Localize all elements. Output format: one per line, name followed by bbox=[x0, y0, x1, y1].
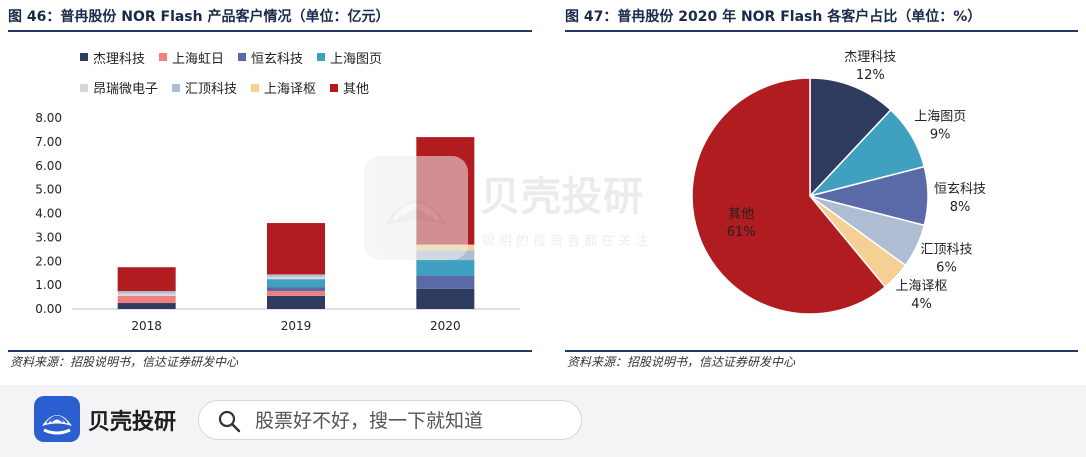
y-tick-label: 5.00 bbox=[35, 183, 62, 197]
bar-chart-title: 图 46：普冉股份 NOR Flash 产品客户情况（单位：亿元） bbox=[8, 9, 390, 25]
pie-slice bbox=[691, 77, 887, 315]
legend-item: 昂瑞微电子 bbox=[80, 79, 159, 97]
bar-segment bbox=[416, 275, 475, 289]
legend-label: 上海虹日 bbox=[172, 51, 225, 67]
bar-segment bbox=[117, 291, 176, 294]
title-divider bbox=[8, 30, 532, 32]
legend-label: 上海译枢 bbox=[264, 82, 317, 97]
bar-segment bbox=[416, 250, 475, 261]
legend-swatch bbox=[159, 53, 168, 61]
x-tick-label: 2019 bbox=[281, 319, 312, 333]
search-input[interactable] bbox=[253, 407, 567, 435]
legend-label: 其他 bbox=[343, 82, 370, 97]
y-tick-label: 2.00 bbox=[35, 254, 62, 268]
bar-segment bbox=[267, 287, 325, 292]
source-divider bbox=[8, 350, 532, 352]
pie-slice-percent: 12% bbox=[856, 68, 885, 83]
pie-slice-percent: 8% bbox=[950, 200, 971, 215]
bar-segment bbox=[267, 276, 325, 280]
bar-segment bbox=[117, 267, 176, 292]
bar-segment bbox=[117, 303, 176, 309]
pie-slice bbox=[809, 77, 892, 198]
x-tick-label: 2020 bbox=[430, 319, 461, 333]
legend-swatch bbox=[80, 83, 88, 92]
legend-label: 昂瑞微电子 bbox=[93, 82, 159, 97]
bar-segment bbox=[416, 137, 475, 245]
legend-swatch bbox=[317, 53, 326, 61]
pie-slice-name: 杰理科技 bbox=[844, 50, 896, 65]
pie-chart: 杰理科技 12% 上海图页 9% 恒玄科技 8% 汇顶科技 6% 上海译枢 4% 其他 61% bbox=[691, 50, 986, 315]
title-divider bbox=[565, 30, 1078, 32]
legend-swatch bbox=[172, 83, 181, 92]
pie-chart-source: 资料来源：招股说明书，信达证券研发中心 bbox=[567, 355, 796, 369]
legend-item: 恒玄科技 bbox=[238, 49, 304, 67]
pie-chart-title: 图 47：普冉股份 2020 年 NOR Flash 各客户占比（单位：%） bbox=[565, 9, 982, 25]
bar-segment bbox=[267, 291, 325, 296]
legend-item: 上海图页 bbox=[317, 49, 383, 67]
legend-swatch bbox=[80, 53, 88, 61]
legend-label: 汇顶科技 bbox=[185, 82, 238, 97]
app-name[interactable]: 贝壳投研 bbox=[88, 410, 177, 435]
pie-slice-percent: 61% bbox=[727, 225, 756, 240]
pie-slice-percent: 4% bbox=[911, 297, 932, 312]
pie-chart-panel: 图 47：普冉股份 2020 年 NOR Flash 各客户占比（单位：%） 杰… bbox=[557, 0, 1086, 385]
bar-segment bbox=[117, 293, 176, 296]
y-tick-label: 4.00 bbox=[35, 207, 62, 221]
legend-item: 其他 bbox=[330, 79, 370, 97]
pie-slice-name: 恒玄科技 bbox=[934, 182, 986, 197]
legend-item: 上海虹日 bbox=[159, 49, 225, 67]
bar-segment bbox=[267, 279, 325, 288]
legend-label: 上海图页 bbox=[330, 51, 383, 67]
bar-segment bbox=[117, 295, 176, 304]
bar-chart: 0.00 1.00 2.00 3.00 4.00 5.00 6.00 7.00 8.00 2018… bbox=[35, 111, 520, 333]
y-tick-label: 8.00 bbox=[35, 111, 62, 125]
legend-swatch bbox=[330, 83, 339, 92]
bar-segment bbox=[267, 223, 325, 275]
y-tick-label: 1.00 bbox=[35, 278, 62, 292]
app-logo-icon[interactable] bbox=[34, 396, 80, 442]
bar-segment bbox=[416, 288, 475, 309]
bar-chart-legend: 杰理科技 上海虹日 恒玄科技 上海图页昂瑞微电子 汇顶科技 上海译枢 其他 bbox=[80, 46, 460, 107]
legend-swatch bbox=[238, 53, 247, 61]
x-tick-label: 2018 bbox=[131, 319, 162, 333]
legend-item: 上海译枢 bbox=[251, 79, 317, 97]
bar-segment bbox=[416, 244, 475, 251]
y-tick-label: 3.00 bbox=[35, 230, 62, 244]
source-divider bbox=[565, 350, 1078, 352]
pie-slice-percent: 9% bbox=[930, 128, 951, 143]
bar-segment bbox=[267, 295, 325, 309]
y-tick-label: 6.00 bbox=[35, 159, 62, 173]
bar-segment bbox=[416, 260, 475, 276]
pie-slice-percent: 6% bbox=[936, 260, 957, 275]
legend-label: 杰理科技 bbox=[93, 51, 146, 67]
pie-slice-name: 上海图页 bbox=[914, 110, 966, 125]
pie-slice-name: 其他 bbox=[728, 207, 754, 222]
bottom-bar: 贝壳投研 bbox=[0, 385, 1086, 457]
bar-segment bbox=[267, 274, 325, 277]
y-tick-label: 0.00 bbox=[35, 302, 62, 316]
search-box[interactable] bbox=[198, 400, 582, 440]
pie-slice-name: 汇顶科技 bbox=[920, 242, 972, 257]
pie-slice-name: 上海译枢 bbox=[896, 279, 948, 294]
legend-swatch bbox=[251, 83, 260, 92]
legend-item: 汇顶科技 bbox=[172, 79, 238, 97]
legend-item: 杰理科技 bbox=[80, 49, 146, 67]
bar-chart-source: 资料来源：招股说明书，信达证券研发中心 bbox=[10, 355, 239, 369]
legend-label: 恒玄科技 bbox=[251, 51, 304, 67]
search-icon[interactable] bbox=[217, 409, 241, 433]
bar-chart-panel: 图 46：普冉股份 NOR Flash 产品客户情况（单位：亿元） 杰理科技上海… bbox=[0, 0, 540, 385]
y-tick-label: 7.00 bbox=[35, 135, 62, 149]
